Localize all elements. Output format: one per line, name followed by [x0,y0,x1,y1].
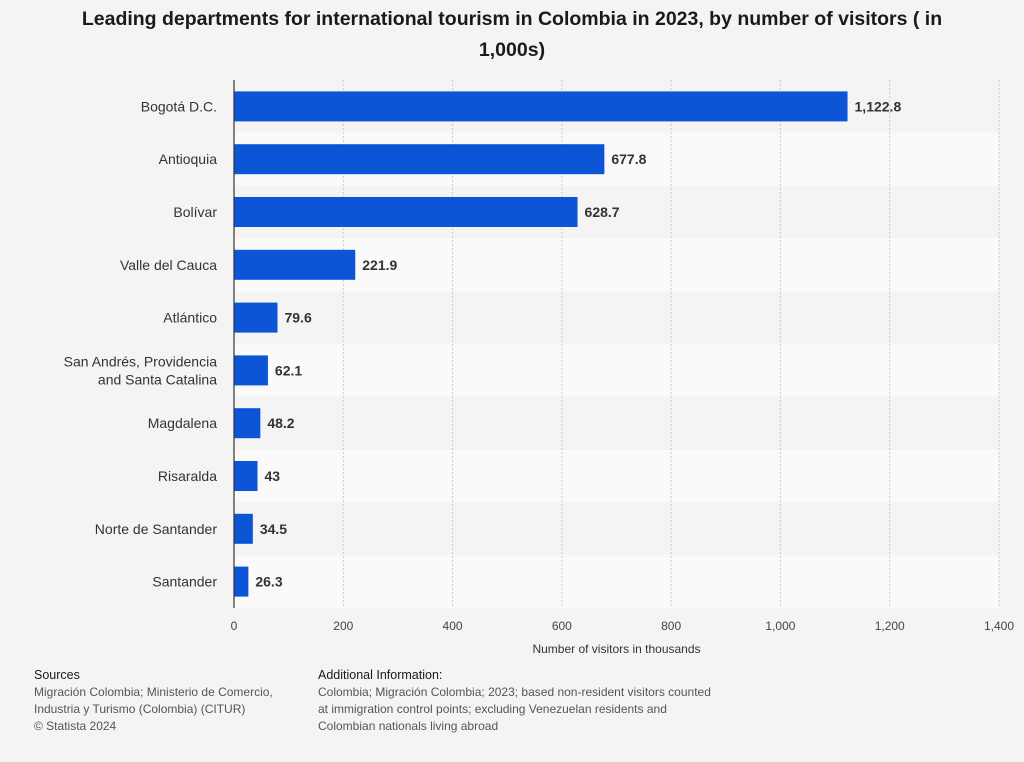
row-bands [234,132,999,608]
category-label: Santander [152,574,217,590]
row-band [234,449,999,503]
value-label: 1,122.8 [855,98,902,114]
additional-info-line: at immigration control points; excluding… [318,702,667,716]
bar[interactable] [234,461,258,491]
sources-heading: Sources [34,668,80,682]
chart-title: Leading departments for international to… [81,8,943,61]
value-label: 48.2 [267,415,294,431]
gridlines [342,80,1000,608]
x-tick-label: 600 [552,619,572,633]
x-tick-label: 0 [231,619,238,633]
x-tick-label: 400 [443,619,463,633]
value-label: 628.7 [585,204,620,220]
row-band [234,344,999,397]
bar[interactable] [234,408,261,439]
additional-info-heading: Additional Information: [318,668,443,682]
bar[interactable] [234,566,249,597]
additional-info-line: Colombia; Migración Colombia; 2023; base… [318,685,711,699]
bar[interactable] [234,355,268,386]
additional-info-block: Additional Information: Colombia; Migrac… [318,667,711,735]
x-axis-title: Number of visitors in thousands [532,642,700,656]
bar[interactable] [234,144,605,175]
sources-line: Migración Colombia; Ministerio de Comerc… [34,685,273,699]
bar[interactable] [234,513,253,544]
category-labels: Bogotá D.C. Antioquia Bolívar Valle del Cau… [64,98,218,589]
sources-block: Sources Migración Colombia; Ministerio d… [34,667,273,735]
value-label: 43 [264,468,280,484]
category-label: Bogotá D.C. [141,98,217,114]
row-band [234,555,999,608]
value-label: 221.9 [362,257,397,273]
copyright: © Statista 2024 [34,719,117,733]
bar-chart: Bogotá D.C. Antioquia Bolívar Valle del Cau… [64,80,1015,656]
category-label: San Andrés, Providencia and Santa Catalin… [64,353,218,387]
x-axis-ticks: 0 200 400 600 800 1,000 1,200 1,400 [231,619,1015,633]
x-tick-label: 1,200 [875,619,905,633]
category-label: Valle del Cauca [120,257,217,273]
x-tick-label: 200 [333,619,353,633]
value-label: 677.8 [611,151,646,167]
category-label: Atlántico [163,310,217,326]
category-label: Antioquia [159,151,218,167]
category-label: Risaralda [158,468,217,484]
additional-info-line: Colombian nationals living abroad [318,719,499,733]
value-label: 34.5 [260,521,287,537]
category-label: Bolívar [173,204,217,220]
category-label: Magdalena [148,415,217,431]
bars [234,91,848,597]
row-band [234,238,999,292]
value-labels: 1,122.8 677.8 628.7 221.9 79.6 62.1 48.2 43 34.5… [255,98,901,589]
bar[interactable] [234,249,356,280]
x-tick-label: 1,000 [765,619,795,633]
category-label: Norte de Santander [95,521,218,537]
bar[interactable] [234,91,848,122]
x-tick-label: 800 [661,619,681,633]
value-label: 62.1 [275,362,302,378]
bar[interactable] [234,197,578,227]
bar[interactable] [234,302,278,333]
value-label: 26.3 [255,574,282,590]
sources-line: Industria y Turismo (Colombia) (CITUR) [34,702,246,716]
value-label: 79.6 [284,310,311,326]
x-tick-label: 1,400 [984,619,1014,633]
